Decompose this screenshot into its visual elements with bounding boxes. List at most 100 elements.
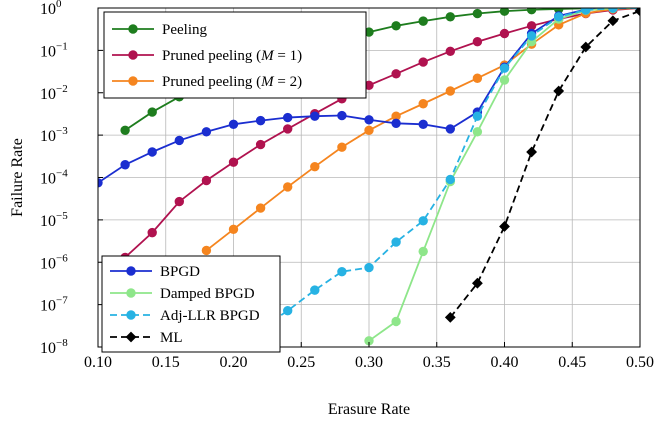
data-point: [391, 118, 401, 129]
data-point: [337, 266, 347, 277]
data-point: [283, 112, 293, 123]
data-point: [120, 160, 130, 170]
data-point: [418, 99, 428, 109]
data-point: [391, 316, 401, 327]
data-point: [310, 111, 320, 121]
y-tick-label: 10−2: [40, 83, 68, 103]
legend-label: Adj-LLR BPGD: [160, 308, 260, 324]
data-point: [418, 216, 428, 226]
y-tick-label: 10−1: [40, 40, 68, 60]
legend-entry: Peeling: [112, 22, 207, 38]
x-tick-label: 0.35: [423, 354, 451, 371]
data-point: [553, 85, 565, 97]
data-point: [418, 246, 428, 257]
data-point: [499, 221, 510, 232]
data-point: [310, 285, 320, 295]
legend-entry: BPGD: [110, 264, 200, 280]
data-point: [128, 24, 138, 34]
legend-top: Peeling Pruned peeling (M = 1) Pruned peel…: [103, 11, 367, 99]
data-point: [472, 111, 483, 121]
x-tick-label: 0.25: [287, 354, 315, 371]
data-point: [174, 196, 185, 207]
legend-entry: Damped BPGD: [110, 286, 255, 302]
series-line: [449, 10, 640, 318]
data-point: [526, 21, 537, 31]
legend-label: Pruned peeling (M = 2): [162, 74, 302, 90]
y-tick-label: 100: [40, 0, 62, 18]
y-tick-label: 10−6: [40, 252, 68, 272]
x-tick-label: 0.15: [152, 354, 180, 371]
ticks: 0.10 0.15 0.20 0.25 0.30 0.35 0.40 0.45 0.50 100 1…: [40, 0, 654, 371]
series-line: [233, 8, 640, 343]
data-point: [255, 115, 266, 126]
data-point: [147, 227, 157, 238]
data-point: [283, 182, 293, 192]
x-tick-label: 0.20: [220, 354, 248, 371]
data-point: [228, 157, 239, 167]
data-point: [125, 331, 137, 343]
data-point: [391, 21, 401, 31]
x-tick-label: 0.10: [84, 354, 112, 371]
y-tick-label: 10−4: [40, 168, 68, 188]
y-tick-label: 10−3: [40, 125, 68, 145]
x-axis-label: Erasure Rate: [328, 401, 410, 418]
data-point: [526, 31, 537, 41]
data-point: [418, 57, 428, 67]
data-point: [337, 142, 347, 152]
data-point: [364, 115, 374, 125]
data-point: [126, 266, 136, 276]
data-point: [126, 288, 136, 298]
legend-label: Peeling: [162, 22, 207, 38]
data-point: [418, 16, 428, 26]
legend-entry: ML: [110, 330, 183, 346]
data-point: [255, 203, 266, 213]
legend-bottom: BPGD Damped BPGD Adj-LLR BPGD ML: [101, 255, 281, 353]
data-point: [337, 110, 347, 121]
data-point: [499, 28, 510, 39]
data-point: [445, 86, 455, 96]
data-point: [128, 76, 138, 86]
data-point: [283, 305, 293, 316]
data-point: [147, 147, 157, 157]
data-point: [147, 107, 157, 117]
data-point: [228, 224, 239, 234]
data-point: [445, 12, 455, 22]
legend-label: Damped BPGD: [160, 286, 255, 302]
data-point: [201, 245, 212, 256]
data-point: [472, 8, 483, 19]
series-ml: [444, 8, 640, 323]
data-point: [445, 174, 455, 185]
data-point: [310, 161, 320, 172]
data-point: [364, 262, 374, 273]
data-point: [126, 310, 136, 320]
data-point: [634, 8, 640, 17]
data-point: [255, 139, 266, 150]
data-point: [128, 50, 138, 60]
data-point: [174, 135, 185, 146]
data-point: [201, 127, 212, 137]
legend-label: Pruned peeling (M = 1): [162, 48, 302, 64]
data-point: [580, 41, 592, 53]
data-point: [391, 69, 401, 79]
data-point: [445, 124, 455, 134]
data-point: [472, 37, 483, 47]
data-point: [364, 125, 374, 135]
legend-entry: Pruned peeling (M = 2): [112, 74, 302, 90]
data-point: [445, 46, 455, 57]
y-tick-label: 10−7: [40, 295, 68, 315]
legend-entry: Pruned peeling (M = 1): [112, 48, 302, 64]
x-tick-label: 0.40: [491, 354, 519, 371]
data-point: [499, 8, 510, 16]
data-point: [472, 73, 483, 83]
data-point: [526, 146, 538, 158]
data-point: [228, 119, 239, 130]
data-point: [283, 124, 293, 134]
x-tick-label: 0.50: [626, 354, 654, 371]
x-tick-label: 0.30: [355, 354, 383, 371]
legend-label: BPGD: [160, 264, 200, 280]
y-axis-label: Failure Rate: [9, 138, 26, 217]
series-bpgd: [98, 8, 640, 188]
data-point: [444, 311, 456, 323]
data-point: [201, 175, 212, 186]
